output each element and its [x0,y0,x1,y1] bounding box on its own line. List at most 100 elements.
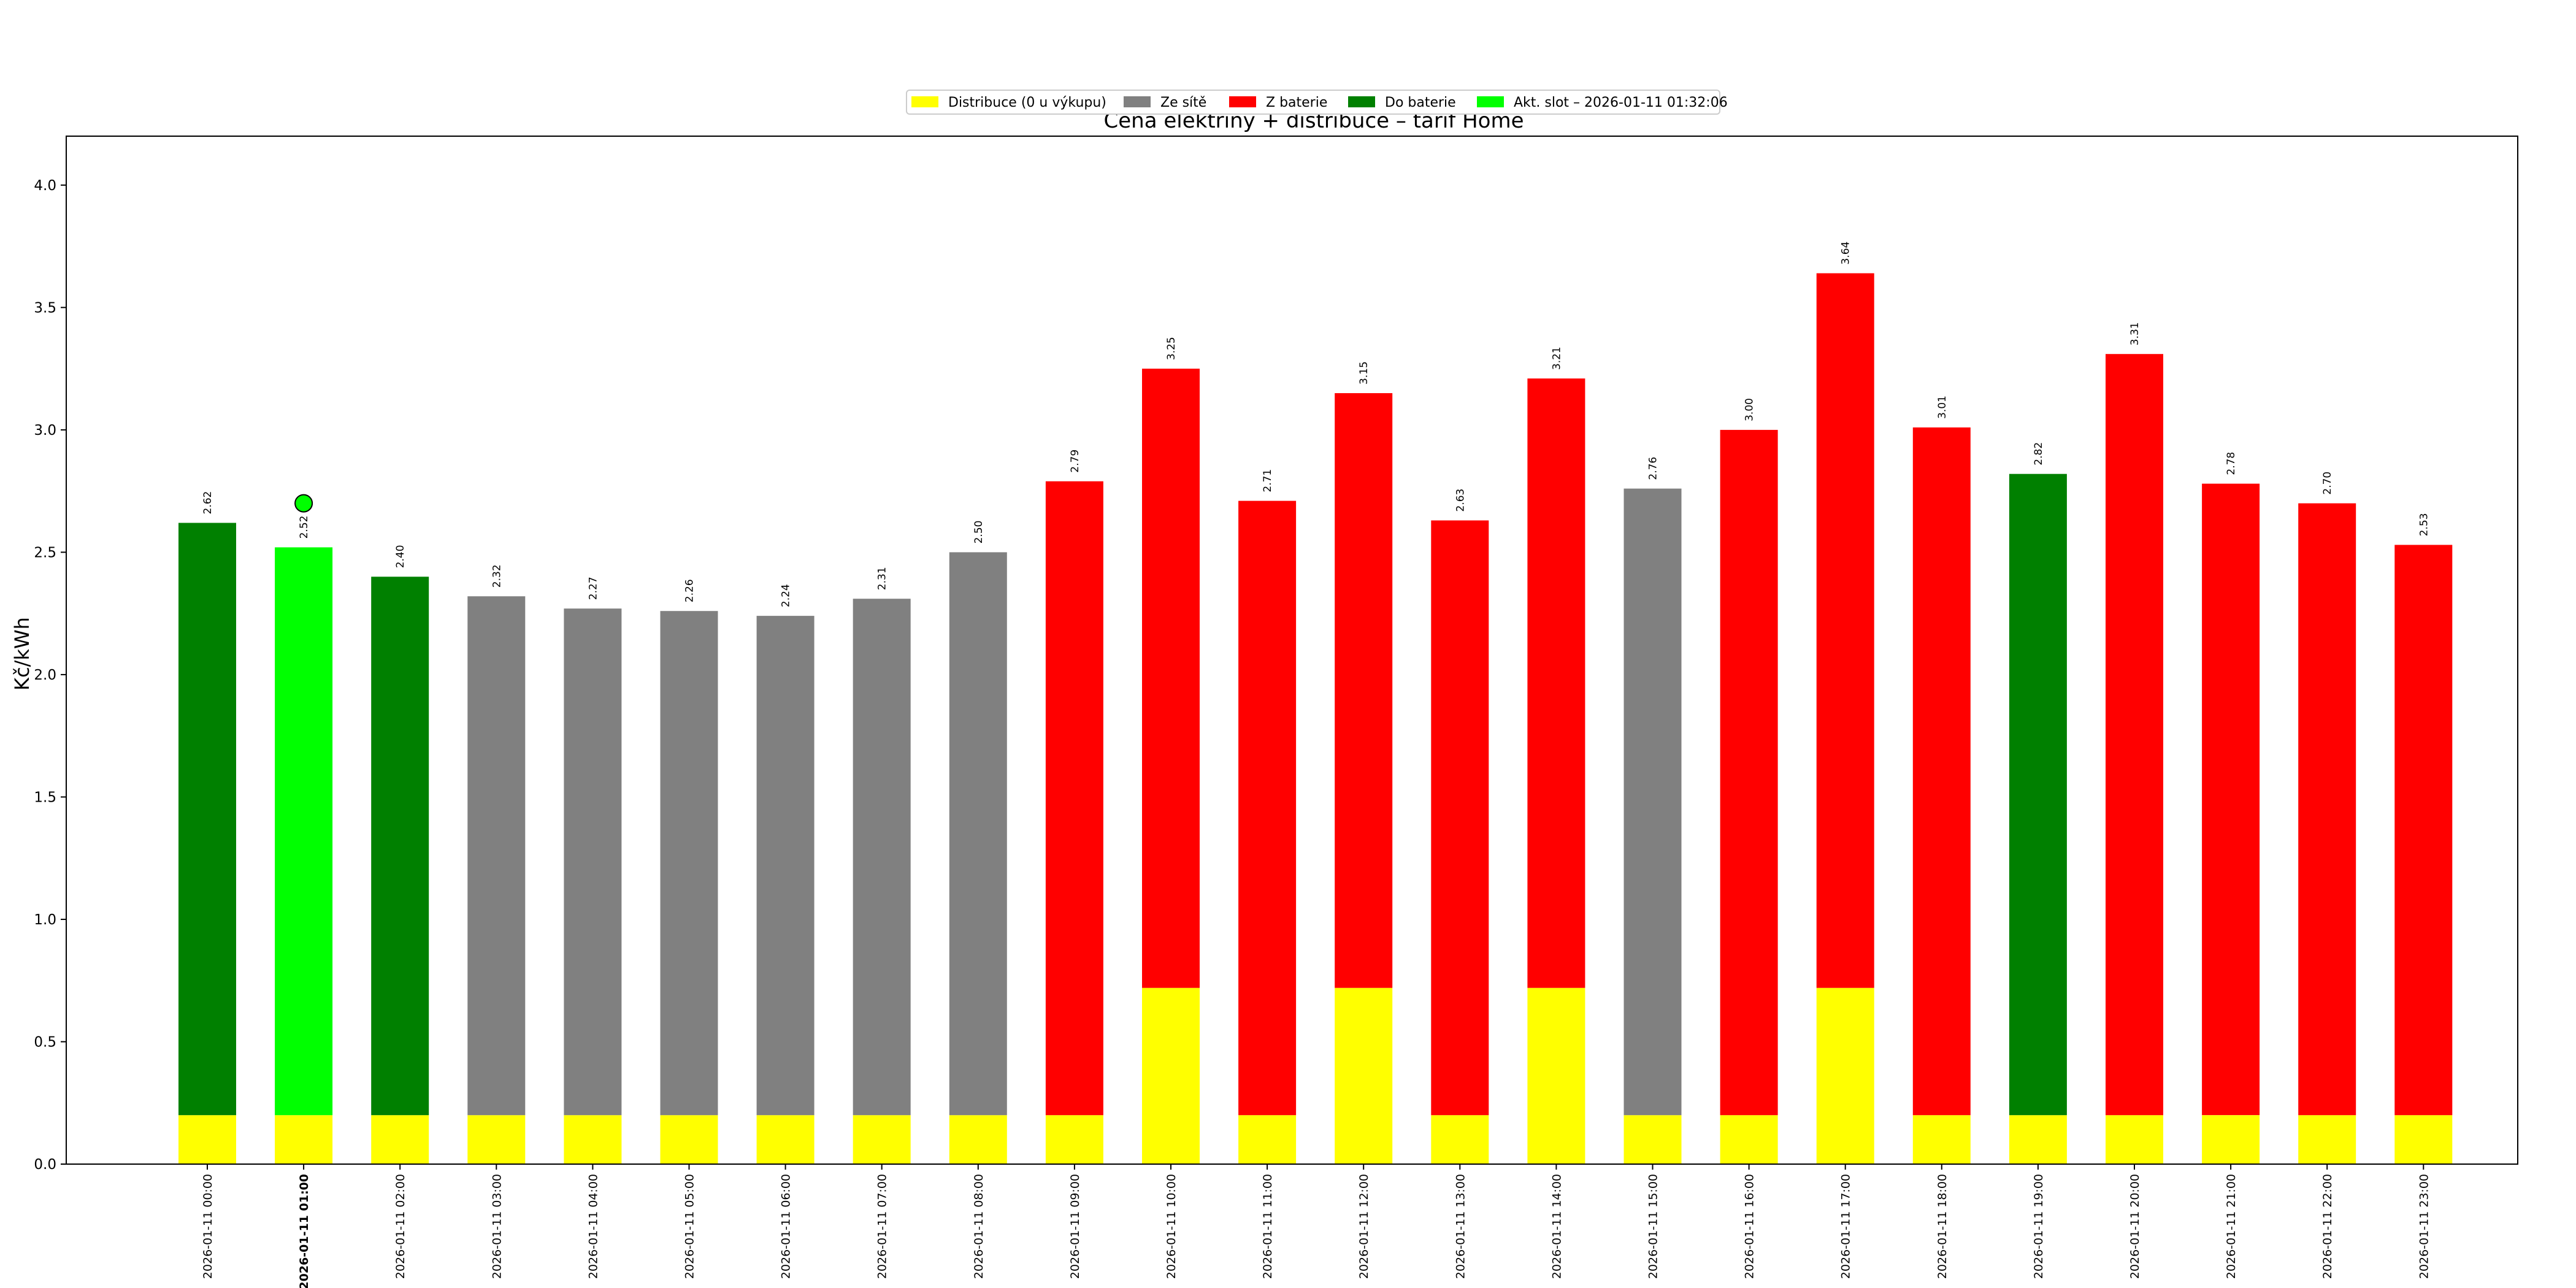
bar-distribution-13 [1431,1115,1489,1164]
bar-energy-6 [756,616,815,1116]
bar-distribution-17 [1816,987,1874,1164]
x-tick-label-20: 2026-01-11 20:00 [2128,1174,2142,1279]
bar-distribution-20 [2106,1115,2163,1164]
value-label-15: 2.76 [1647,457,1660,480]
x-tick-label-6: 2026-01-11 06:00 [780,1174,793,1279]
bar-distribution-22 [2298,1115,2356,1164]
bar-energy-10 [1142,369,1200,988]
value-label-20: 3.31 [2129,322,2141,345]
value-label-9: 2.79 [1069,450,1081,473]
x-tick-label-3: 2026-01-11 03:00 [490,1174,504,1279]
bar-energy-5 [660,611,718,1116]
legend-swatch-0 [911,96,938,107]
bar-energy-20 [2106,354,2163,1116]
bar-energy-12 [1335,393,1393,988]
y-tick-label-7: 3.5 [34,300,56,316]
plot-frame [66,136,2518,1165]
bar-distribution-4 [564,1115,622,1164]
y-tick-label-3: 1.5 [34,789,56,805]
x-tick-label-9: 2026-01-11 09:00 [1068,1174,1082,1279]
x-tick-label-4: 2026-01-11 04:00 [586,1174,600,1279]
y-axis-label: Kč/kWh [10,617,34,691]
legend: Distribuce (0 u výkupu) Ze sítě Z baterie D… [906,90,1728,115]
bar-energy-4 [564,608,622,1116]
value-label-14: 3.21 [1551,347,1563,370]
x-tick-label-13: 2026-01-11 13:00 [1454,1174,1467,1279]
value-label-1: 2.52 [298,516,310,539]
bar-energy-0 [178,523,236,1116]
legend-label-4: Akt. slot – 2026-01-11 01:32:06 [1514,95,1728,110]
legend-label-2: Z baterie [1266,95,1327,110]
x-tick-label-5: 2026-01-11 05:00 [683,1174,697,1279]
legend-swatch-3 [1348,96,1375,107]
bar-energy-2 [371,577,429,1116]
bar-distribution-12 [1335,987,1393,1164]
bar-energy-19 [2009,473,2067,1116]
x-tick-label-2: 2026-01-11 02:00 [394,1174,407,1279]
bar-energy-9 [1045,481,1103,1116]
value-label-4: 2.27 [587,577,599,600]
value-label-22: 2.70 [2321,472,2334,495]
current-slot-marker [294,494,313,513]
bar-energy-11 [1238,500,1297,1116]
x-tick-label-18: 2026-01-11 18:00 [1936,1174,1949,1279]
bar-energy-8 [949,552,1007,1116]
x-tick-label-23: 2026-01-11 23:00 [2417,1174,2431,1279]
legend-label-1: Ze sítě [1160,95,1206,110]
x-tick-label-14: 2026-01-11 14:00 [1550,1174,1563,1279]
bar-distribution-8 [949,1115,1007,1164]
value-label-6: 2.24 [780,584,792,607]
bar-distribution-1 [275,1115,333,1164]
bar-distribution-3 [467,1115,526,1164]
value-labels-layer: 2.62 2.52 2.40 2.32 2.27 2.26 2.24 2.31 2.50 2.79… [202,242,2430,607]
bar-energy-21 [2202,483,2260,1116]
bar-distribution-23 [2394,1115,2453,1164]
bar-distribution-11 [1238,1115,1297,1164]
value-label-18: 3.01 [1936,396,1949,419]
value-label-8: 2.50 [973,521,985,544]
value-label-10: 3.25 [1165,337,1178,360]
value-label-16: 3.00 [1744,398,1756,421]
legend-label-0: Distribuce (0 u výkupu) [948,95,1106,110]
value-label-7: 2.31 [876,567,889,590]
value-label-21: 2.78 [2225,452,2237,475]
value-label-23: 2.53 [2418,513,2430,537]
value-label-5: 2.26 [684,579,696,602]
bar-energy-22 [2298,503,2356,1116]
y-tick-label-6: 3.0 [34,423,56,439]
x-tick-label-7: 2026-01-11 07:00 [876,1174,889,1279]
bar-distribution-16 [1720,1115,1778,1164]
x-tick-label-0: 2026-01-11 00:00 [201,1174,215,1279]
bar-energy-18 [1912,427,1971,1116]
y-tick-label-4: 2.0 [34,667,56,683]
bar-energy-14 [1527,378,1585,988]
y-tick-label-2: 1.0 [34,912,56,928]
y-tick-label-8: 4.0 [34,178,56,194]
x-tick-label-21: 2026-01-11 21:00 [2225,1174,2238,1279]
bar-energy-3 [467,596,526,1116]
x-tick-label-16: 2026-01-11 16:00 [1743,1174,1757,1279]
legend-swatch-4 [1477,96,1504,107]
x-tick-label-15: 2026-01-11 15:00 [1647,1174,1660,1279]
bar-distribution-7 [853,1115,911,1164]
value-label-3: 2.32 [491,564,503,588]
value-label-17: 3.64 [1840,242,1852,265]
value-label-0: 2.62 [202,491,214,515]
bar-distribution-14 [1527,987,1585,1164]
bar-energy-15 [1623,488,1682,1116]
x-tick-label-1: 2026-01-11 01:00 [297,1174,311,1288]
value-label-12: 3.15 [1358,361,1370,385]
bar-energy-7 [853,599,911,1116]
bar-distribution-6 [756,1115,815,1164]
x-tick-label-11: 2026-01-11 11:00 [1261,1174,1275,1279]
x-tick-label-8: 2026-01-11 08:00 [972,1174,986,1279]
legend-label-3: Do baterie [1385,95,1456,110]
legend-swatch-1 [1124,96,1151,107]
value-label-13: 2.63 [1454,489,1466,512]
x-tick-label-12: 2026-01-11 12:00 [1357,1174,1371,1279]
bar-distribution-10 [1142,987,1200,1164]
bar-energy-1 [275,547,333,1116]
y-tick-label-1: 0.5 [34,1035,56,1051]
bar-energy-23 [2394,545,2453,1116]
